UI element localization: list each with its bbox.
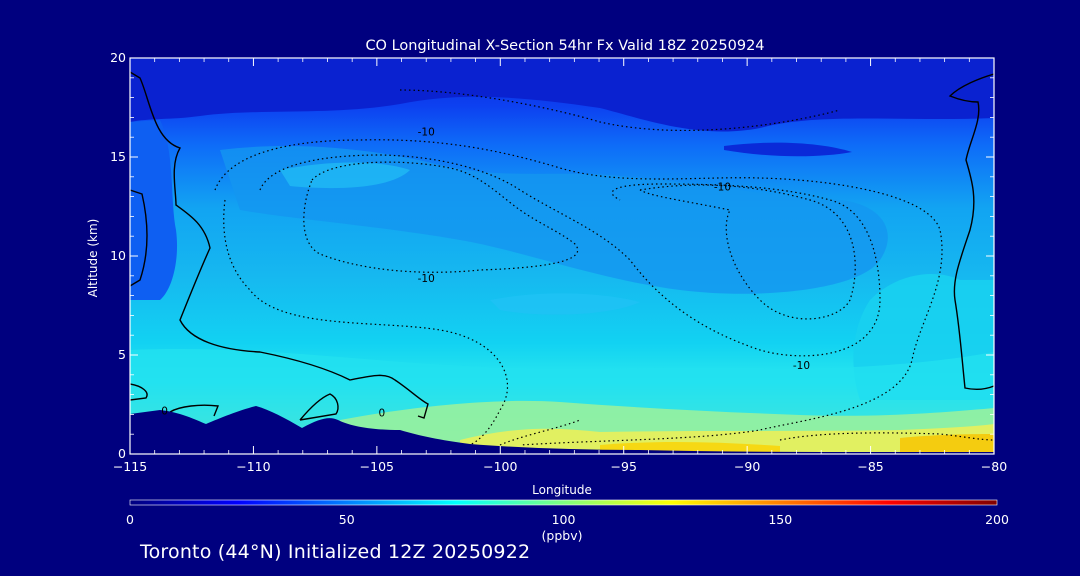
y-axis: 0 5 10 15 20 [110,50,994,461]
x-tick-label: −90 [734,459,760,474]
co-low-patch [724,142,852,157]
y-tick-label: 15 [110,149,126,164]
co-low-left-column [130,120,178,300]
x-tick-label: −95 [611,459,637,474]
terrain-mask [130,406,994,454]
colorbar-tick-label: 200 [985,512,1009,527]
plot-area [130,58,994,454]
co-mid-patch-left [280,162,410,189]
co-mid-patch-center [490,293,640,315]
x-tick-label: −110 [236,459,270,474]
co-surface-max-2 [900,434,994,454]
y-tick-label: 20 [110,50,126,65]
footer-initialization-text: Toronto (44°N) Initialized 12Z 20250922 [140,541,531,563]
contour-label: 0 [378,407,385,419]
x-tick-label: −85 [857,459,883,474]
x-tick-label: −80 [981,459,1007,474]
colorbar-tick-label: 100 [552,512,576,527]
x-axis-label: Longitude [532,483,592,497]
y-tick-label: 5 [118,347,126,362]
colorbar-tick-label: 50 [339,512,355,527]
contour-label: -10 [714,182,731,194]
x-tick-label: −100 [483,459,517,474]
contour-label: 0 [161,405,168,417]
chart-title: CO Longitudinal X-Section 54hr Fx Valid … [365,38,764,54]
colorbar-unit-label: (ppbv) [542,528,583,543]
contours-zero [130,71,994,421]
colorbar [130,500,997,505]
contour-label: -10 [793,360,810,372]
co-surface-high [460,424,994,454]
co-mid-region [220,145,888,294]
contours-negative [214,89,994,446]
contour-label: -10 [418,126,435,138]
colorbar-ticks: 0 50 100 150 200 [126,512,1009,527]
contour-labels: -10 -10 -10 -10 0 0 [161,126,810,419]
y-tick-label: 10 [110,248,126,263]
colorbar-frame [129,499,998,506]
colorbar-tick-label: 150 [768,512,792,527]
co-low-upper-band [130,58,994,132]
y-tick-label: 0 [118,446,126,461]
x-axis: −115 −110 −105 −100 −95 −90 −85 −80 [113,58,1007,474]
y-axis-label: Altitude (km) [86,219,100,298]
x-tick-label: −115 [113,459,147,474]
colorbar-tick-label: 0 [126,512,134,527]
x-tick-label: −105 [360,459,394,474]
contour-label: -10 [418,273,435,285]
